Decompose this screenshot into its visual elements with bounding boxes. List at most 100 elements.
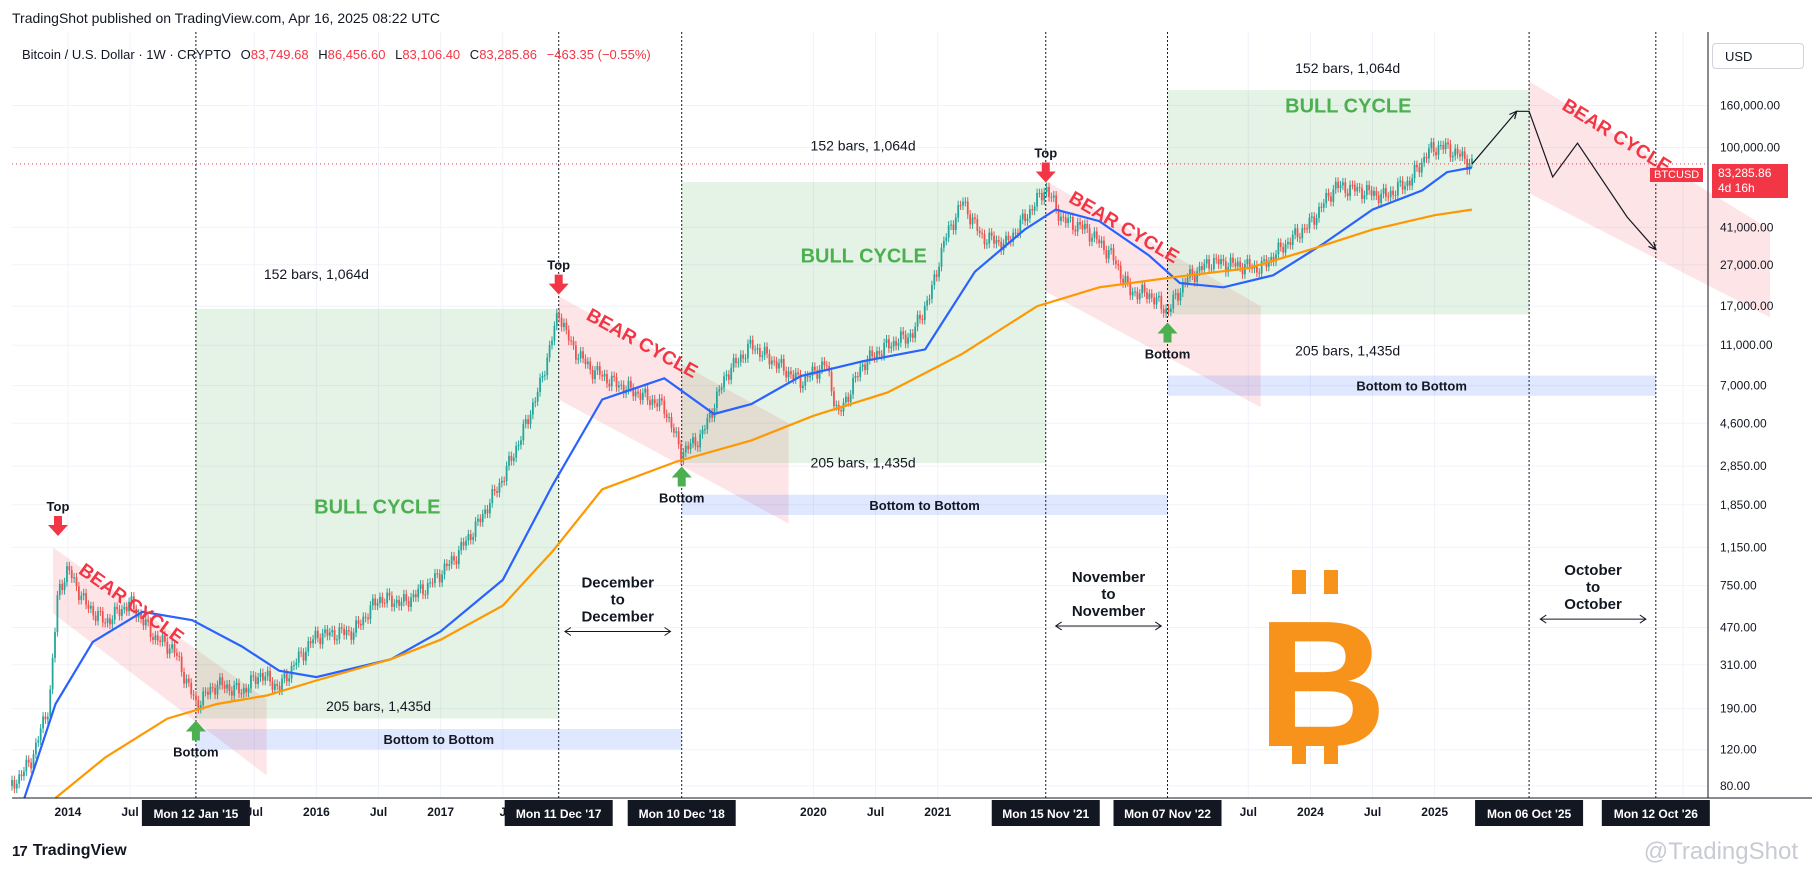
candle-body bbox=[481, 513, 484, 523]
candle-body bbox=[99, 611, 102, 613]
candle-body bbox=[945, 237, 948, 241]
bitcoin-logo-icon bbox=[1292, 740, 1306, 764]
candle-body bbox=[919, 314, 921, 320]
candle-body bbox=[601, 375, 604, 377]
bitcoin-logo-icon: B bbox=[1257, 584, 1387, 785]
candle-body bbox=[1064, 217, 1067, 224]
x-tick-label: 2021 bbox=[924, 805, 951, 819]
candle-body bbox=[269, 670, 271, 682]
candle-body bbox=[405, 594, 408, 601]
bottom-to-bottom-bands: Bottom to Bottom Bottom to Bottom Bottom t… bbox=[195, 375, 1656, 750]
candle-body bbox=[835, 404, 838, 407]
current-price-tag: 83,285.86 4d 16h bbox=[1712, 164, 1788, 198]
candle-body bbox=[811, 366, 814, 376]
candle-body bbox=[520, 440, 522, 445]
candle-body bbox=[379, 596, 381, 604]
candle-body bbox=[302, 652, 305, 661]
date-marker-box bbox=[1475, 800, 1584, 826]
candle-body bbox=[140, 613, 142, 619]
candle-body bbox=[324, 629, 326, 634]
candle-body bbox=[782, 358, 785, 371]
candle-body bbox=[661, 398, 663, 401]
candle-body bbox=[441, 574, 443, 583]
candle-body bbox=[574, 345, 577, 360]
candle-body bbox=[1337, 181, 1340, 188]
candle-body bbox=[11, 779, 13, 787]
candle-body bbox=[1141, 284, 1144, 294]
candle-body bbox=[434, 573, 436, 583]
candle-body bbox=[250, 675, 252, 689]
candle-body bbox=[488, 503, 491, 514]
candle-body bbox=[1344, 182, 1347, 193]
candle-body bbox=[1181, 282, 1184, 293]
candle-body bbox=[1232, 257, 1234, 263]
candle-body bbox=[895, 340, 897, 346]
candle-body bbox=[735, 358, 737, 364]
x-tick-label: Jul bbox=[1240, 805, 1257, 819]
bitcoin-logo-icon bbox=[1324, 570, 1338, 594]
candle-body bbox=[1167, 308, 1170, 312]
candle-body bbox=[343, 628, 346, 635]
candle-body bbox=[496, 491, 498, 493]
candle-body bbox=[209, 687, 212, 695]
projection-arrowhead bbox=[1648, 241, 1657, 251]
candle-body bbox=[923, 305, 926, 320]
candle-body bbox=[328, 632, 331, 636]
tradingview-brand: TradingView bbox=[32, 842, 127, 859]
bull-cycle-zone bbox=[195, 308, 559, 719]
candle-body bbox=[909, 333, 912, 338]
candle-body bbox=[1396, 182, 1399, 196]
candle-body bbox=[888, 339, 890, 349]
candle-body bbox=[670, 417, 673, 428]
candle-body bbox=[1100, 240, 1103, 244]
candle-body bbox=[969, 214, 972, 225]
bull-cycle-label: BULL CYCLE bbox=[314, 497, 440, 519]
candle-body bbox=[13, 779, 16, 789]
candle-body bbox=[620, 384, 623, 386]
candle-body bbox=[1052, 195, 1055, 198]
candle-body bbox=[1420, 162, 1423, 173]
candle-body bbox=[1382, 188, 1385, 194]
candle-body bbox=[563, 322, 565, 327]
candle-body bbox=[293, 665, 295, 667]
currency-unit-button[interactable]: USD bbox=[1712, 43, 1804, 69]
candle-body bbox=[1392, 190, 1394, 195]
candle-body bbox=[737, 362, 740, 364]
candle-body bbox=[775, 361, 778, 369]
bear-cycle-channel bbox=[558, 296, 789, 524]
span-measure-label: 152 bars, 1,064d bbox=[811, 137, 916, 153]
candle-body bbox=[699, 434, 702, 448]
candle-body bbox=[137, 613, 140, 618]
candle-body bbox=[97, 611, 99, 621]
candle-body bbox=[603, 374, 606, 377]
candle-body bbox=[1028, 209, 1031, 219]
candle-body bbox=[572, 340, 575, 346]
candle-body bbox=[453, 556, 455, 561]
candle-body bbox=[641, 392, 644, 400]
candle-body bbox=[926, 300, 929, 306]
candle-body bbox=[338, 627, 341, 640]
candle-body bbox=[1189, 269, 1191, 278]
candle-body bbox=[25, 759, 28, 772]
candle-body bbox=[51, 657, 54, 690]
candle-body bbox=[773, 360, 776, 362]
y-tick-label: 2,850.00 bbox=[1720, 459, 1767, 473]
price-chart[interactable]: Bottom to Bottom Bottom to Bottom Bottom t… bbox=[0, 30, 1812, 830]
candle-body bbox=[1375, 191, 1378, 196]
candle-body bbox=[816, 370, 819, 379]
candle-body bbox=[307, 641, 310, 652]
candle-body bbox=[742, 354, 745, 359]
candle-body bbox=[1224, 261, 1227, 273]
candle-body bbox=[508, 455, 510, 466]
candle-body bbox=[1060, 216, 1062, 221]
projection-arrowhead bbox=[1509, 110, 1518, 120]
candle-body bbox=[727, 374, 730, 380]
candle-body bbox=[1143, 284, 1146, 293]
candle-body bbox=[63, 582, 66, 591]
candle-body bbox=[1358, 187, 1361, 189]
tradingview-logo[interactable]: 17 TradingView bbox=[12, 842, 127, 860]
axes: 80.00 120.00 190.00 310.00 470.00 750.00 1,150… bbox=[12, 32, 1812, 826]
y-tick-label: 27,000.00 bbox=[1720, 258, 1774, 272]
candle-body bbox=[1341, 182, 1344, 186]
candle-body bbox=[443, 563, 446, 575]
